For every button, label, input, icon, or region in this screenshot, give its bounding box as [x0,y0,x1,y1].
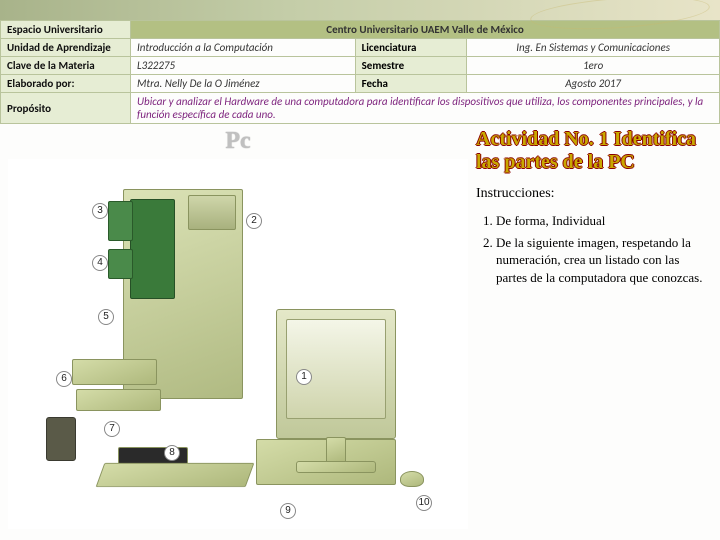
pc-diagram: 1 2 3 4 5 6 7 8 9 10 [8,159,468,529]
label-sem: Semestre [355,57,467,75]
info-table: Espacio Universitario Centro Universitar… [0,20,720,124]
comp-expansion-card-2 [108,249,133,279]
val-elab: Mtra. Nelly De la O Jiménez [131,75,356,93]
comp-hard-drive [76,389,161,411]
num-1: 1 [296,369,312,385]
comp-keyboard [96,463,255,487]
comp-mouse [400,471,424,487]
num-4: 4 [92,255,108,271]
comp-monitor-stand [326,437,346,463]
comp-psu [188,195,236,230]
label-prop: Propósito [1,93,131,124]
activity-title: Actividad No. 1 Identifica las partes de… [476,128,708,174]
comp-monitor-base [296,461,376,473]
num-8: 8 [164,445,180,461]
left-column: Pc 1 2 3 4 5 6 7 8 [8,128,468,529]
val-fecha: Agosto 2017 [467,75,720,93]
num-7: 7 [104,421,120,437]
num-3: 3 [92,203,108,219]
content-area: Pc 1 2 3 4 5 6 7 8 [0,124,720,529]
num-9: 9 [280,503,296,519]
val-unidad: Introducción a la Computación [131,39,356,57]
pc-title: Pc [8,128,468,155]
label-unidad: Unidad de Aprendizaje [1,39,131,57]
comp-speaker [46,417,76,461]
val-prop: Ubicar y analizar el Hardware de una com… [131,93,720,124]
label-fecha: Fecha [355,75,467,93]
label-espacio: Espacio Universitario [1,21,131,39]
num-6: 6 [56,371,72,387]
comp-optical-drive [72,359,157,385]
instruction-item-1: De forma, Individual [496,212,708,230]
label-clave: Clave de la Materia [1,57,131,75]
comp-expansion-card-1 [108,201,133,241]
num-10: 10 [416,495,432,511]
right-column: Actividad No. 1 Identifica las partes de… [476,128,712,529]
instruction-item-2: De la siguiente imagen, respetando la nu… [496,234,708,287]
val-lic: Ing. En Sistemas y Comunicaciones [467,39,720,57]
val-clave: L322275 [131,57,356,75]
num-5: 5 [98,309,114,325]
comp-motherboard [130,199,175,299]
val-sem: 1ero [467,57,720,75]
label-elab: Elaborado por: [1,75,131,93]
instructions-list: De forma, Individual De la siguiente ima… [476,212,708,286]
label-lic: Licenciatura [355,39,467,57]
header-decoration [0,0,720,20]
num-2: 2 [246,213,262,229]
instructions-label: Instrucciones: [476,186,708,202]
